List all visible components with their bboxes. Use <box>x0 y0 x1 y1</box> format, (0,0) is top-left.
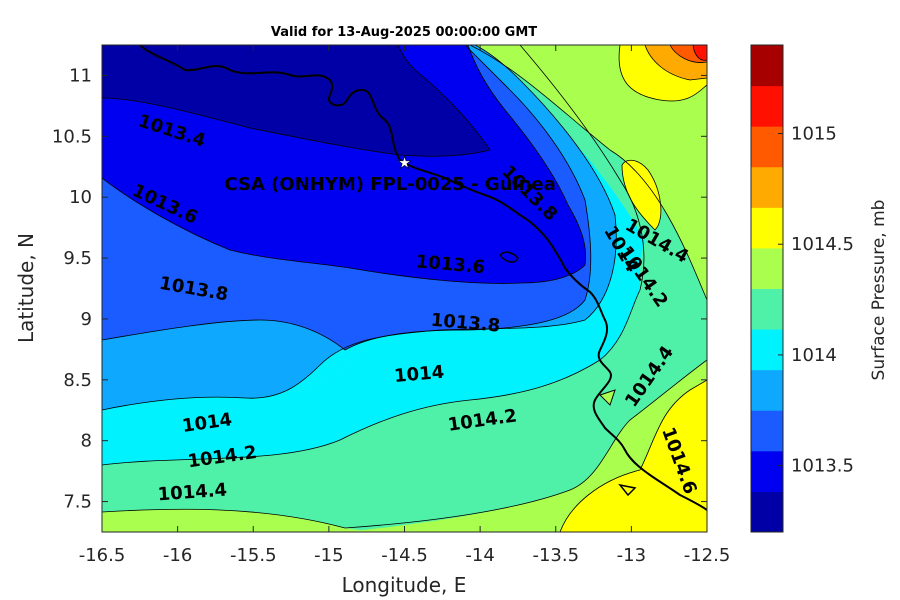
colorbar-swatch <box>751 369 783 411</box>
station-label: CSA (ONHYM) FPL-0025 - Guinea <box>225 174 556 195</box>
colorbar-swatch <box>751 410 783 452</box>
colorbar-swatch <box>751 207 783 249</box>
colorbar-tick-label: 1014.5 <box>791 234 854 255</box>
y-tick-label: 10.5 <box>52 126 92 147</box>
y-tick-label: 10 <box>69 187 92 208</box>
band-1014.4-sw <box>102 509 430 532</box>
x-axis-ticks: -16.5 -16 -15.5 -15 -14.5 -14 -13.5 -13 -12.5 <box>79 45 731 566</box>
colorbar-swatch <box>751 247 783 289</box>
colorbar-swatch <box>751 45 783 87</box>
colorbar-label: Surface Pressure, mb <box>869 200 889 381</box>
x-tick-label: -15 <box>314 545 343 566</box>
colorbar-ticks: 1013.5 1014 1014.5 1015 <box>778 124 854 477</box>
contour-lines <box>102 45 707 532</box>
colorbar-swatch <box>751 126 783 168</box>
y-tick-label: 9.5 <box>63 248 92 269</box>
y-axis-ticks: 7.5 8 8.5 9 9.5 10 10.5 11 <box>52 65 707 513</box>
x-tick-label: -14.5 <box>381 545 428 566</box>
band-1014-south <box>102 260 640 465</box>
colorbar-frame <box>750 44 784 533</box>
x-tick-label: -15.5 <box>230 545 277 566</box>
y-axis-label: Latitude, N <box>14 233 38 343</box>
y-tick-label: 11 <box>69 65 92 86</box>
y-tick-label: 7.5 <box>63 492 92 513</box>
y-tick-label: 8 <box>81 431 92 452</box>
x-tick-label: -12.5 <box>684 545 731 566</box>
band-1013.2 <box>102 45 490 157</box>
colorbar-swatch <box>751 85 783 127</box>
y-tick-label: 8.5 <box>63 370 92 391</box>
contour-label: 1014.4 <box>157 480 228 506</box>
y-tick-label: 9 <box>81 309 92 330</box>
x-axis-label: Longitude, E <box>342 573 467 597</box>
colorbar-tick-label: 1013.5 <box>791 456 854 477</box>
x-tick-label: -13 <box>617 545 646 566</box>
x-tick-label: -16.5 <box>79 545 126 566</box>
colorbar-swatch <box>751 329 783 371</box>
colorbar-swatch <box>751 491 783 533</box>
contour-label: 1014 <box>393 362 445 387</box>
band-1014.6-se <box>560 380 707 532</box>
band-1014.4-ne <box>470 45 707 300</box>
island-shape <box>599 389 616 406</box>
colorbar <box>751 45 783 533</box>
colorbar-tick-label: 1014 <box>791 345 837 366</box>
island-shape <box>499 251 519 263</box>
x-tick-label: -14 <box>465 545 494 566</box>
map-plot-area: 1013.41013.61013.81013.61013.81014101410… <box>102 45 707 532</box>
station-star-icon: ★ <box>397 153 411 172</box>
colorbar-swatch <box>751 450 783 492</box>
x-tick-label: -13.5 <box>532 545 579 566</box>
colorbar-tick-label: 1015 <box>791 124 837 145</box>
coastline <box>139 45 707 511</box>
figure-title: Valid for 13-Aug-2025 00:00:00 GMT <box>271 25 537 40</box>
band-1014.6-mid <box>622 160 661 230</box>
colorbar-swatch <box>751 288 783 330</box>
colorbar-swatch <box>751 166 783 208</box>
x-tick-label: -16 <box>163 545 192 566</box>
band-1015.2 <box>693 45 707 61</box>
island-shape <box>618 483 637 497</box>
